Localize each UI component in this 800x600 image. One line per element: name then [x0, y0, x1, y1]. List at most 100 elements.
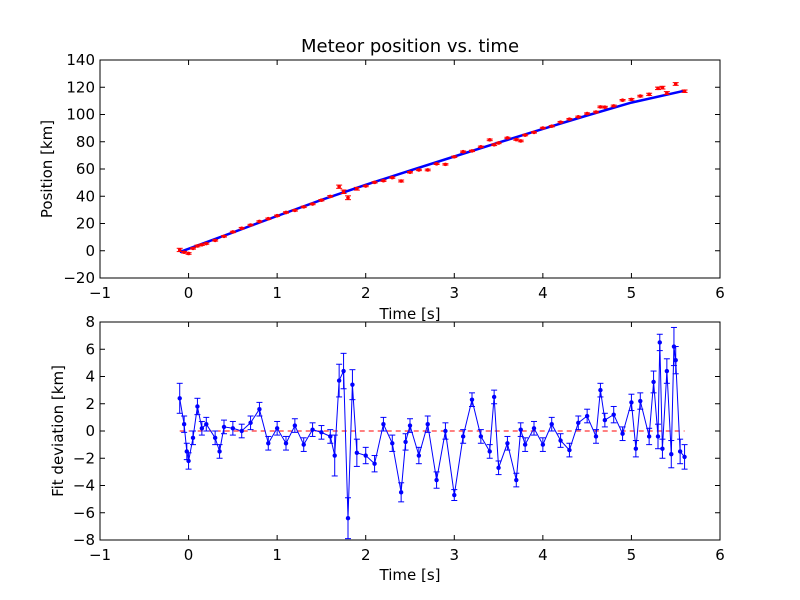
position-data-point: [620, 98, 625, 102]
position-data-point: [328, 194, 333, 199]
deviation-data-point: [350, 382, 355, 387]
position-xtick-label: 6: [715, 284, 725, 302]
deviation-xtick-label: 2: [361, 546, 371, 564]
deviation-data-point: [549, 421, 554, 427]
deviation-data-point: [646, 434, 652, 439]
position-chart: Meteor position vs. time −1 0 1 2 3 4 5 6 −20 0 2…: [38, 36, 725, 323]
position-data-point: [611, 104, 616, 108]
deviation-data-point: [328, 434, 333, 439]
position-data-point: [682, 89, 687, 94]
position-data-point: [629, 97, 634, 102]
deviation-data-point: [221, 424, 227, 430]
deviation-data-point: [190, 435, 196, 441]
position-data-point: [665, 91, 669, 95]
position-data-point: [541, 126, 545, 130]
position-data-point: [487, 138, 492, 142]
position-data-point: [191, 246, 195, 251]
position-data-point: [496, 141, 501, 145]
position-data-point: [363, 184, 368, 188]
position-xtick-label: 0: [184, 284, 194, 302]
deviation-data-point: [177, 396, 182, 401]
deviation-chart-xlabel: Time [s]: [379, 566, 441, 584]
position-data-point: [275, 213, 279, 218]
position-data-point: [479, 144, 483, 149]
position-ytick-label: 0: [85, 242, 95, 260]
position-data-point: [310, 202, 315, 206]
position-data-point: [257, 219, 262, 224]
position-data-point: [567, 117, 572, 121]
position-data-point: [660, 85, 665, 90]
deviation-data-point: [505, 441, 510, 446]
position-data-point: [452, 154, 457, 159]
position-data-point: [222, 234, 226, 239]
deviation-data-point: [381, 421, 386, 427]
position-ytick-label: 20: [76, 215, 95, 233]
position-data-point: [231, 230, 235, 234]
deviation-ytick-label: −6: [73, 504, 95, 522]
position-data-point: [337, 184, 341, 189]
position-data-point: [346, 195, 350, 200]
deviation-data-point: [677, 449, 683, 454]
position-chart-title: Meteor position vs. time: [301, 36, 519, 57]
position-data-point: [177, 248, 182, 252]
position-data-point: [523, 133, 527, 137]
deviation-ytick-label: 6: [85, 340, 95, 358]
deviation-data-point: [518, 427, 523, 432]
deviation-data-point: [425, 421, 430, 427]
position-data-point: [186, 251, 191, 256]
position-xtick-label: 4: [538, 284, 548, 302]
deviation-data-point: [345, 516, 351, 521]
position-data-point: [248, 223, 253, 227]
position-x-ticks: −1 0 1 2 3 4 5 6: [89, 60, 725, 302]
deviation-data-point: [682, 454, 687, 460]
deviation-data-point: [212, 435, 218, 441]
position-data-point: [443, 162, 448, 167]
deviation-data-point: [558, 438, 563, 443]
deviation-data-point: [531, 426, 537, 431]
deviation-data-point: [266, 441, 271, 446]
deviation-data-point: [460, 434, 466, 439]
deviation-xtick-label: −1: [89, 546, 111, 564]
position-data-point: [425, 168, 430, 172]
deviation-data-point: [540, 442, 546, 447]
position-data-point: [355, 186, 359, 191]
deviation-data-point: [657, 340, 662, 345]
position-data-point: [594, 110, 598, 114]
deviation-data-point: [567, 447, 572, 453]
deviation-data-point: [584, 413, 590, 419]
position-xtick-label: 2: [361, 284, 371, 302]
deviation-data-point: [669, 451, 674, 457]
position-data-point: [213, 238, 217, 243]
position-data-point: [518, 139, 523, 143]
deviation-xtick-label: 3: [450, 546, 460, 564]
deviation-data-point: [651, 379, 656, 385]
deviation-data-point: [195, 404, 200, 409]
position-xtick-label: 3: [450, 284, 460, 302]
deviation-data-point: [319, 430, 324, 435]
deviation-data-point: [199, 426, 205, 431]
position-data-point: [399, 179, 403, 183]
position-data-point: [505, 136, 510, 140]
position-data-point: [266, 216, 271, 221]
deviation-data-point: [598, 387, 603, 393]
deviation-x-ticks: −1 0 1 2 3 4 5 6: [89, 322, 725, 564]
position-data-point: [549, 124, 554, 129]
position-data-point: [598, 105, 603, 109]
deviation-data-point: [443, 428, 448, 434]
deviation-data-point: [181, 421, 187, 427]
deviation-data-point: [522, 442, 528, 447]
deviation-data-point: [204, 421, 209, 427]
deviation-ytick-label: −2: [73, 449, 95, 467]
deviation-chart: −1 0 1 2 3 4 5 6 −8 −6 −4 −2 0 2 4 6 8 Time [s] Fit dev…: [49, 313, 725, 584]
deviation-data-point: [673, 357, 678, 363]
position-data-point: [319, 198, 324, 203]
deviation-xtick-label: 5: [627, 546, 637, 564]
position-data-point: [558, 120, 563, 124]
deviation-data-point: [186, 458, 191, 464]
deviation-data-point: [332, 453, 337, 458]
deviation-data-point: [491, 394, 497, 400]
deviation-data-point: [611, 412, 616, 417]
deviation-xtick-label: 4: [538, 546, 548, 564]
deviation-xtick-label: 1: [272, 546, 282, 564]
